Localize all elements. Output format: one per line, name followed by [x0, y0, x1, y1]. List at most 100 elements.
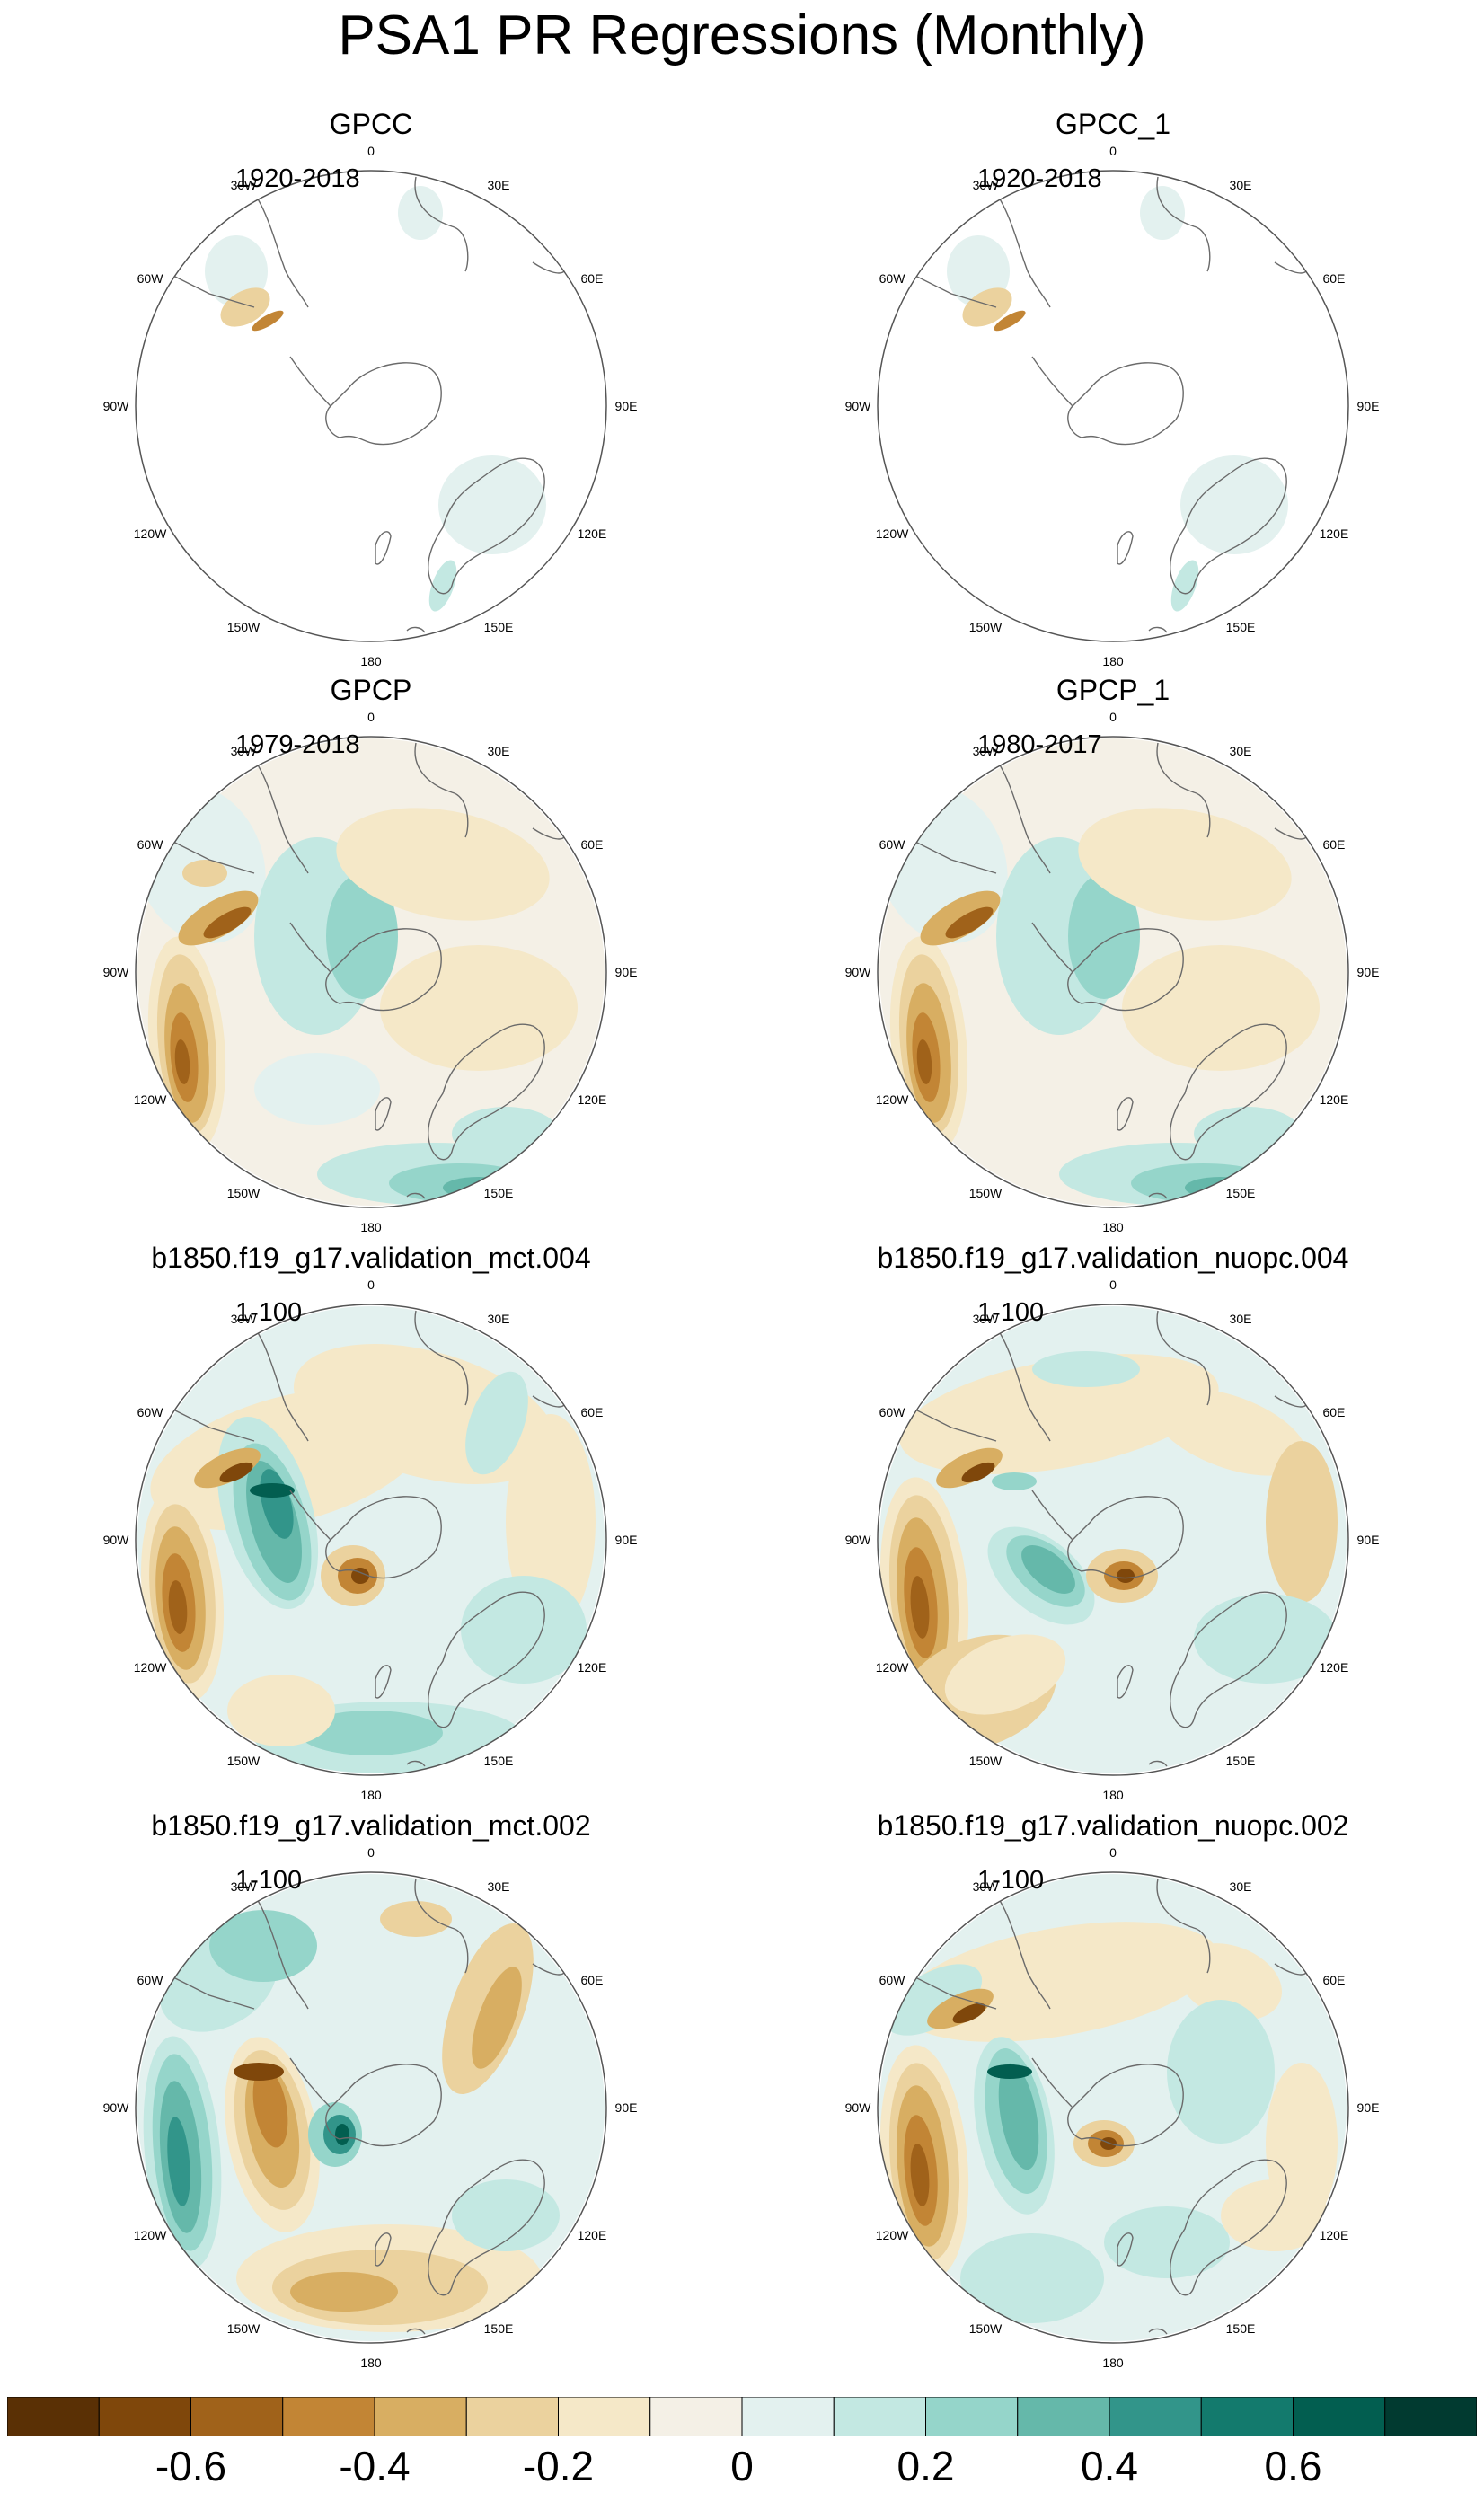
coastline	[406, 2328, 426, 2335]
polar-map: 0 30E 60E 90E 120E 150E 180 150W 120W 90W 60W 30W	[845, 144, 1380, 668]
longitude-label: 60W	[137, 837, 164, 852]
coastline	[1067, 1496, 1184, 1579]
longitude-label: 90W	[103, 2100, 130, 2115]
colorbar-swatch	[98, 2397, 191, 2436]
contour-fill	[1266, 1441, 1338, 1603]
coastline	[1031, 922, 1073, 973]
contour-fill	[1167, 2000, 1275, 2144]
contour-fill	[998, 2063, 1039, 2170]
contour-fill	[398, 186, 443, 240]
contour-fill	[506, 1414, 596, 1630]
panel-title: b1850.f19_g17.validation_mct.004	[151, 1242, 591, 1274]
colorbar-swatch	[1109, 2397, 1202, 2436]
longitude-label: 180	[360, 1220, 382, 1234]
panel-title: b1850.f19_g17.validation_mct.002	[151, 1809, 591, 1842]
contour-fill	[452, 2179, 560, 2251]
longitude-label: 60E	[580, 1973, 603, 1987]
contour-fill	[952, 2002, 986, 2024]
longitude-label: 180	[1102, 1220, 1124, 1234]
coastline	[532, 1395, 565, 1408]
coastline	[1170, 457, 1287, 595]
longitude-label: 30W	[973, 744, 1000, 758]
contour-fill	[299, 1711, 443, 1755]
contour-fill	[944, 1634, 1066, 1715]
longitude-label: 30E	[1230, 744, 1252, 758]
colorbar-swatch	[190, 2397, 284, 2436]
longitude-label: 30E	[488, 1879, 510, 1894]
contour-fill	[219, 1462, 253, 1483]
panel-period: 1980-2017	[977, 730, 1102, 759]
longitude-label: 150E	[1226, 2321, 1256, 2336]
longitude-label: 150E	[484, 2321, 514, 2336]
coastline	[1274, 1963, 1307, 1976]
contour-fill	[182, 860, 227, 887]
contour-fill	[1021, 1545, 1075, 1594]
longitude-label: 120W	[876, 2228, 909, 2242]
longitude-label: 90E	[615, 1533, 638, 1547]
coastline	[375, 1097, 392, 1131]
contour-fill	[250, 1483, 295, 1498]
map-boundary	[877, 736, 1349, 1208]
coastline	[1031, 1490, 1073, 1541]
longitude-label: 150W	[227, 1754, 261, 1768]
longitude-label: 60E	[1322, 1973, 1345, 1987]
map-boundary	[135, 1871, 607, 2344]
longitude-label: 150E	[1226, 1754, 1256, 1768]
coastline	[375, 531, 392, 565]
longitude-label: 90E	[1357, 2100, 1380, 2115]
longitude-label: 90W	[845, 1533, 872, 1547]
coastline	[428, 457, 545, 595]
colorbar-swatch	[1384, 2397, 1477, 2436]
contour-fill	[326, 873, 398, 999]
longitude-label: 90E	[615, 2100, 638, 2115]
coastline	[406, 1760, 426, 1767]
longitude-label: 150W	[969, 2321, 1003, 2336]
map-boundary	[877, 170, 1349, 642]
contour-fill	[884, 1964, 983, 2036]
map-panel-gpcp: 0 30E 60E 90E 120E 150E 180 150W 120W 90W 60W 30W GP…	[0, 672, 742, 1240]
map-panel-gpcp_1: 0 30E 60E 90E 120E 150E 180 150W 120W 90W 60W 30W GP…	[742, 672, 1484, 1240]
longitude-label: 90W	[845, 399, 872, 413]
colorbar-swatch	[7, 2397, 100, 2436]
longitude-label: 30E	[1230, 178, 1252, 192]
coastline	[375, 2232, 392, 2267]
longitude-label: 120W	[134, 2228, 167, 2242]
longitude-label: 60W	[879, 1973, 906, 1987]
contour-fill	[1153, 1388, 1307, 1476]
longitude-label: 120W	[876, 1660, 909, 1675]
longitude-label: 120E	[1320, 2228, 1349, 2242]
longitude-label: 90E	[615, 965, 638, 979]
contour-fill	[910, 2144, 930, 2206]
colorbar-swatch	[925, 2397, 1019, 2436]
contour-fill	[220, 287, 270, 327]
coastline	[428, 1591, 545, 1728]
longitude-label: 60E	[580, 271, 603, 286]
coastline	[406, 1192, 426, 1199]
panel-period: 1979-2018	[235, 730, 360, 759]
polar-map: 0 30E 60E 90E 120E 150E 180 150W 120W 90W 60W 30W	[845, 710, 1380, 1234]
longitude-label: 180	[360, 1788, 382, 1802]
longitude-label: 150W	[227, 1186, 261, 1200]
longitude-label: 30E	[488, 1312, 510, 1326]
colorbar-tick-label: -0.6	[155, 2443, 227, 2489]
longitude-label: 180	[1102, 654, 1124, 668]
coastline	[905, 836, 997, 874]
colorbar-swatch	[282, 2397, 375, 2436]
contour-fill	[1122, 945, 1320, 1071]
panel-title: GPCP_1	[1056, 674, 1170, 706]
longitude-label: 120W	[134, 1092, 167, 1107]
longitude-label: 60W	[879, 1405, 906, 1419]
longitude-label: 90E	[1357, 399, 1380, 413]
longitude-label: 180	[360, 2356, 382, 2370]
colorbar-tick-label: 0.2	[897, 2443, 955, 2489]
coastline	[414, 742, 469, 838]
contour-fill	[351, 1568, 369, 1584]
contour-fill	[203, 906, 252, 939]
coastline	[1117, 1097, 1134, 1131]
longitude-label: 150E	[1226, 1186, 1256, 1200]
coastline	[1148, 1192, 1168, 1199]
colorbar-swatch	[374, 2397, 467, 2436]
coastline	[289, 2057, 331, 2108]
coastline	[1274, 827, 1307, 840]
longitude-label: 120W	[876, 526, 909, 541]
